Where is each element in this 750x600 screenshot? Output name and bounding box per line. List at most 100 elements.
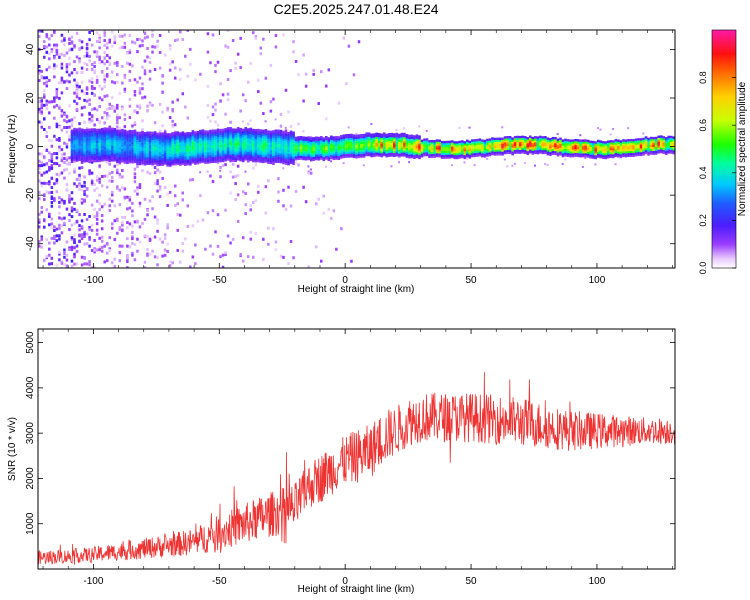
heatmap-cell — [317, 154, 321, 157]
heatmap-cell — [136, 165, 139, 169]
heatmap-cell — [85, 136, 89, 139]
heatmap-cell — [201, 133, 205, 136]
heatmap-cell — [264, 142, 268, 146]
heatmap-cell — [617, 147, 620, 150]
heatmap-cell — [257, 156, 260, 159]
heatmap-cell — [194, 160, 197, 163]
heatmap-cell — [294, 189, 298, 193]
heatmap-cell — [216, 132, 220, 135]
heatmap-cell — [68, 156, 71, 160]
heatmap-cell — [128, 48, 132, 52]
heatmap-cell — [601, 152, 605, 156]
heatmap-cell — [317, 144, 321, 147]
heatmap-cell — [380, 141, 384, 144]
heatmap-cell — [254, 130, 258, 134]
heatmap-cell — [73, 238, 76, 242]
heatmap-cell — [80, 149, 84, 153]
heatmap-cell — [53, 116, 56, 120]
heatmap-cell — [68, 73, 71, 77]
heatmap-cell — [370, 154, 373, 158]
heatmap-cell — [226, 148, 230, 151]
heatmap-cell — [148, 148, 152, 152]
heatmap-cell — [460, 144, 464, 147]
heatmap-cell — [292, 137, 295, 140]
heatmap-cell — [194, 162, 197, 165]
heatmap-cell — [95, 152, 99, 155]
heatmap-cell — [549, 141, 552, 145]
heatmap-cell — [118, 147, 122, 150]
heatmap-cell — [40, 235, 44, 239]
heatmap-cell — [75, 107, 79, 111]
heatmap-cell — [178, 145, 182, 149]
heatmap-cell — [189, 136, 192, 139]
heatmap-cell — [551, 138, 555, 142]
heatmap-cell — [614, 144, 618, 148]
heatmap-cell — [83, 230, 86, 234]
heatmap-cell — [246, 139, 250, 143]
heatmap-cell — [214, 148, 217, 152]
heatmap-cell — [108, 204, 111, 208]
heatmap-cell — [377, 132, 381, 136]
heatmap-cell — [420, 147, 424, 150]
heatmap-cell — [596, 127, 599, 130]
heatmap-cell — [662, 136, 666, 139]
heatmap-cell — [372, 139, 376, 142]
heatmap-cell — [350, 137, 353, 141]
heatmap-cell — [196, 219, 200, 223]
heatmap-cell — [100, 205, 104, 209]
heatmap-cell — [103, 144, 107, 148]
heatmap-cell — [181, 156, 185, 160]
heatmap-cell — [390, 146, 394, 149]
heatmap-cell — [297, 73, 300, 77]
heatmap-cell — [126, 155, 129, 159]
heatmap-cell — [460, 149, 464, 153]
heatmap-cell — [158, 155, 162, 159]
heatmap-cell — [68, 138, 71, 142]
heatmap-cell — [209, 131, 212, 135]
heatmap-cell — [176, 144, 180, 148]
heatmap-cell — [131, 151, 134, 154]
heatmap-cell — [206, 170, 209, 173]
heatmap-cell — [209, 143, 212, 146]
heatmap-cell — [196, 154, 200, 157]
snr-y-axis-label: SNR (10 * v/v) — [7, 417, 18, 481]
heatmap-cell — [50, 185, 54, 189]
heatmap-cell — [272, 159, 275, 162]
heatmap-cell — [163, 129, 167, 133]
heatmap-cell — [405, 149, 409, 152]
heatmap-cell — [146, 213, 149, 217]
heatmap-cell — [75, 92, 79, 96]
heatmap-cell — [279, 135, 283, 139]
heatmap-cell — [153, 171, 157, 175]
heatmap-cell — [534, 149, 537, 153]
heatmap-cell — [360, 153, 363, 156]
heatmap-cell — [312, 150, 316, 154]
heatmap-cell — [408, 152, 411, 155]
heatmap-cell — [312, 144, 316, 148]
heatmap-cell — [186, 151, 190, 154]
heatmap-cell — [186, 145, 190, 148]
heatmap-cell — [58, 250, 61, 254]
heatmap-cell — [252, 159, 255, 163]
heatmap-cell — [513, 162, 516, 165]
heatmap-cell — [591, 142, 595, 146]
heatmap-cell — [176, 38, 179, 42]
heatmap-cell — [199, 143, 202, 146]
heatmap-cell — [393, 139, 396, 142]
heatmap-cell — [226, 138, 230, 142]
heatmap-cell — [282, 157, 285, 161]
heatmap-cell — [284, 129, 288, 133]
heatmap-cell — [136, 131, 139, 135]
heatmap-cell — [450, 146, 454, 149]
heatmap-cell — [156, 263, 159, 267]
heatmap-cell — [367, 140, 371, 143]
heatmap-cell — [156, 256, 159, 260]
heatmap-cell — [80, 151, 84, 155]
heatmap-cell — [574, 138, 577, 142]
heatmap-cell — [277, 177, 280, 181]
y-tick-label: 3000 — [25, 422, 36, 445]
heatmap-cell — [234, 155, 237, 159]
heatmap-cell — [219, 159, 222, 163]
heatmap-cell — [413, 156, 416, 160]
heatmap-cell — [586, 153, 590, 156]
